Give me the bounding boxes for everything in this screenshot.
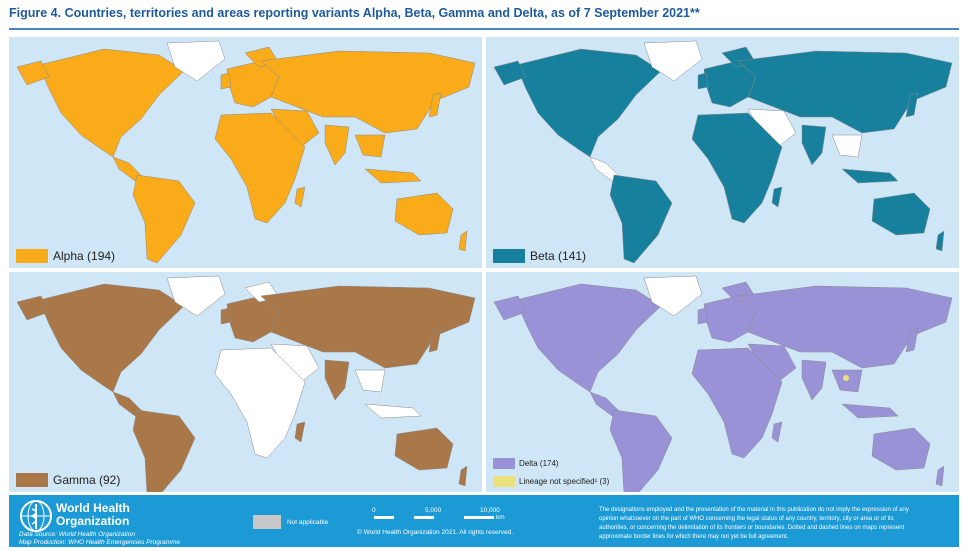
delta-region-indonesia <box>841 403 899 419</box>
delta-legend-label: Delta (174) <box>519 459 559 468</box>
delta-region-lineage-not-specified <box>843 375 849 381</box>
delta-region-madagascar <box>771 421 783 443</box>
beta-region-north-america <box>515 48 662 158</box>
gamma-region-south-america <box>132 409 196 492</box>
alpha-region-new-zealand <box>458 230 468 252</box>
alpha-region-australia <box>394 192 454 236</box>
delta-world-map <box>493 275 953 492</box>
alpha-region-north-america <box>38 48 185 158</box>
alpha-region-russia-asia <box>260 50 476 134</box>
beta-region-madagascar <box>771 186 783 208</box>
delta-region-australia <box>871 427 931 471</box>
scale-label-10000: 10,000 <box>480 507 500 514</box>
alpha-map-panel: Alpha (194) <box>9 37 482 268</box>
gamma-region-alaska <box>16 295 50 321</box>
beta-region-southeast-asia <box>831 134 863 158</box>
gamma-region-australia <box>394 427 454 471</box>
alpha-region-greenland <box>166 40 226 82</box>
alpha-region-africa <box>214 112 306 224</box>
delta-region-southeast-asia <box>831 369 863 393</box>
title-rule <box>9 28 959 30</box>
disclaimer-line-1: The designations employed and the presen… <box>599 507 909 513</box>
gamma-region-southeast-asia <box>354 369 386 393</box>
scale-label-0: 0 <box>372 507 376 514</box>
scale-label-5000: 5,000 <box>425 507 442 514</box>
delta-region-new-zealand <box>935 465 945 487</box>
gamma-region-africa <box>214 347 306 459</box>
gamma-region-india <box>324 359 350 401</box>
scale-bar <box>374 516 494 519</box>
beta-legend-swatch <box>493 249 525 263</box>
alpha-region-southeast-asia <box>354 134 386 158</box>
delta-region-north-america <box>515 283 662 393</box>
figure-title: Figure 4. Countries, territories and are… <box>9 6 700 20</box>
delta-region-south-america <box>609 409 673 492</box>
beta-world-map <box>493 40 953 264</box>
alpha-region-uk <box>220 72 232 90</box>
alpha-world-map <box>16 40 476 264</box>
gamma-region-uk <box>220 307 232 325</box>
gamma-region-indonesia <box>364 403 422 419</box>
gamma-region-russia-asia <box>260 285 476 369</box>
beta-region-africa <box>691 112 783 224</box>
map-production-text: Map Production: WHO Health Emergencies P… <box>19 539 181 546</box>
gamma-region-madagascar <box>294 421 306 443</box>
beta-region-new-zealand <box>935 230 945 252</box>
gamma-legend-label: Gamma (92) <box>53 473 121 487</box>
data-source-text: Data Source: World Health Organization <box>19 531 135 538</box>
alpha-region-alaska <box>16 60 50 86</box>
beta-region-alaska <box>493 60 527 86</box>
gamma-region-north-america <box>38 283 185 393</box>
delta-map-panel: Delta (174) Lineage not specified¹ (3) <box>486 272 959 492</box>
delta-region-africa <box>691 347 783 459</box>
alpha-region-indonesia <box>364 168 422 184</box>
delta-region-russia-asia <box>737 285 953 369</box>
delta-region-alaska <box>493 295 527 321</box>
gamma-region-new-zealand <box>458 465 468 487</box>
scale-unit: km <box>496 514 505 521</box>
gamma-world-map <box>16 275 476 492</box>
disclaimer-line-2: opinion whatsoever on the part of WHO co… <box>599 516 894 522</box>
beta-region-indonesia <box>841 168 899 184</box>
beta-region-russia-asia <box>737 50 953 134</box>
beta-legend-label: Beta (141) <box>530 249 587 263</box>
footer-bar: World Health Organization Data Source: W… <box>9 495 959 547</box>
beta-map-panel: Beta (141) <box>486 37 959 268</box>
alpha-region-india <box>324 124 350 166</box>
alpha-legend-swatch <box>16 249 48 263</box>
beta-region-greenland <box>643 40 703 82</box>
lineage-legend-label: Lineage not specified¹ (3) <box>519 477 610 486</box>
beta-region-japan <box>905 92 919 118</box>
beta-region-south-america <box>609 174 673 264</box>
gamma-map-panel: Gamma (92) <box>9 272 482 492</box>
who-emblem-icon <box>20 500 52 532</box>
disclaimer-line-3: authorities, or concerning the delimitat… <box>599 525 905 531</box>
gamma-legend-swatch <box>16 473 48 487</box>
beta-region-india <box>801 124 827 166</box>
not-applicable-label: Not applicable <box>287 519 329 526</box>
delta-region-japan <box>905 327 919 353</box>
copyright-text: © World Health Organization 2021. All ri… <box>357 529 514 536</box>
disclaimer-line-4: approximate border lines for which there… <box>599 534 789 540</box>
alpha-region-japan <box>428 92 442 118</box>
lineage-legend-swatch <box>493 476 515 487</box>
delta-region-greenland <box>643 275 703 317</box>
not-applicable-swatch <box>253 515 281 529</box>
who-name-line2: Organization <box>56 514 130 528</box>
who-name-line1: World Health <box>56 501 130 515</box>
alpha-region-south-america <box>132 174 196 264</box>
delta-legend-swatch <box>493 458 515 469</box>
beta-region-australia <box>871 192 931 236</box>
gamma-region-japan <box>428 327 442 353</box>
alpha-legend-label: Alpha (194) <box>53 249 116 263</box>
delta-region-uk <box>697 307 709 325</box>
gamma-region-greenland <box>166 275 226 317</box>
delta-region-india <box>801 359 827 401</box>
beta-region-uk <box>697 72 709 90</box>
alpha-region-madagascar <box>294 186 306 208</box>
